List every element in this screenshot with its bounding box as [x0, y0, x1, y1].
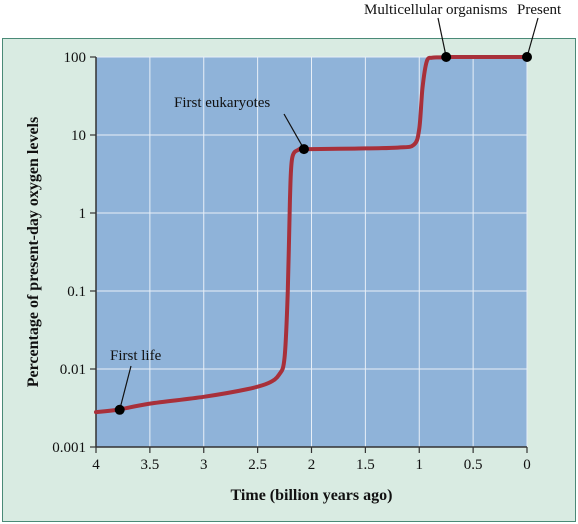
annotation-point	[298, 144, 309, 155]
annotation-point	[441, 52, 452, 62]
y-axis-label: Percentage of present-day oxygen levels	[25, 117, 42, 387]
x-tick-label: 4	[92, 457, 100, 473]
annotation-point	[522, 52, 532, 62]
y-tick-label: 10	[71, 128, 86, 144]
x-tick-label: 0	[523, 457, 531, 473]
x-tick-label: 2.5	[248, 457, 267, 473]
x-tick-label: 3.5	[141, 457, 160, 473]
x-tick-label: 3	[200, 457, 208, 473]
annotation-point	[114, 404, 125, 415]
y-tick-label: 0.001	[52, 440, 86, 456]
annotation-leader-line	[526, 17, 539, 58]
x-tick-label: 2	[308, 457, 316, 473]
y-tick-label: 0.01	[60, 362, 86, 378]
annotation-leader-line	[437, 17, 447, 58]
x-tick-label: 1	[416, 457, 424, 473]
x-tick-label: 0.5	[464, 457, 483, 473]
annotation-leader-line	[283, 113, 305, 150]
annotation-label: First life	[110, 348, 162, 364]
y-tick-label: 1	[79, 206, 87, 222]
x-axis-label: Time (billion years ago)	[231, 487, 393, 504]
y-tick-label: 100	[64, 50, 87, 66]
y-tick-label: 0.1	[67, 284, 86, 300]
annotation-label: Multicellular organisms	[364, 2, 508, 18]
x-tick-label: 1.5	[356, 457, 375, 473]
annotation-label: Present	[517, 2, 562, 18]
annotation-leader-line	[119, 365, 132, 410]
annotation-label: First eukaryotes	[174, 95, 270, 111]
